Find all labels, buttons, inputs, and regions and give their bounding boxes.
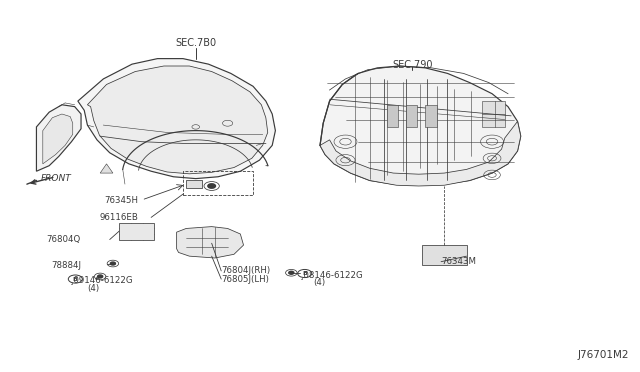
Polygon shape — [36, 105, 81, 171]
Text: 76343M: 76343M — [441, 257, 476, 266]
Polygon shape — [422, 245, 467, 265]
Text: J76701M2: J76701M2 — [577, 350, 629, 359]
Text: 96116EB: 96116EB — [99, 213, 138, 222]
Text: B: B — [73, 276, 77, 282]
Bar — [119, 223, 154, 240]
Polygon shape — [320, 121, 521, 186]
Circle shape — [208, 184, 216, 188]
Bar — [406, 105, 417, 127]
Polygon shape — [320, 66, 521, 185]
Polygon shape — [483, 101, 505, 127]
Polygon shape — [88, 66, 268, 174]
Polygon shape — [177, 227, 244, 258]
Text: (4): (4) — [314, 278, 326, 287]
Text: SEC.790: SEC.790 — [392, 60, 433, 70]
Text: 76345H: 76345H — [104, 196, 138, 205]
Text: (4): (4) — [88, 284, 100, 293]
Circle shape — [289, 271, 294, 274]
Polygon shape — [186, 180, 202, 188]
Text: SEC.7B0: SEC.7B0 — [175, 38, 216, 48]
Circle shape — [110, 262, 115, 265]
Text: ¸09146-6122G: ¸09146-6122G — [70, 276, 134, 285]
Circle shape — [98, 275, 102, 278]
Bar — [387, 105, 398, 127]
Polygon shape — [43, 114, 73, 164]
Polygon shape — [78, 59, 275, 179]
Text: 76805J(LH): 76805J(LH) — [221, 275, 269, 283]
Text: 76804Q: 76804Q — [47, 235, 81, 244]
Text: ¸08146-6122G: ¸08146-6122G — [300, 270, 364, 279]
Bar — [425, 105, 436, 127]
Text: B: B — [302, 271, 307, 276]
Text: 78884J: 78884J — [51, 261, 81, 270]
Text: FRONT: FRONT — [41, 174, 72, 183]
Polygon shape — [100, 164, 113, 173]
Text: 76804J(RH): 76804J(RH) — [221, 266, 270, 275]
